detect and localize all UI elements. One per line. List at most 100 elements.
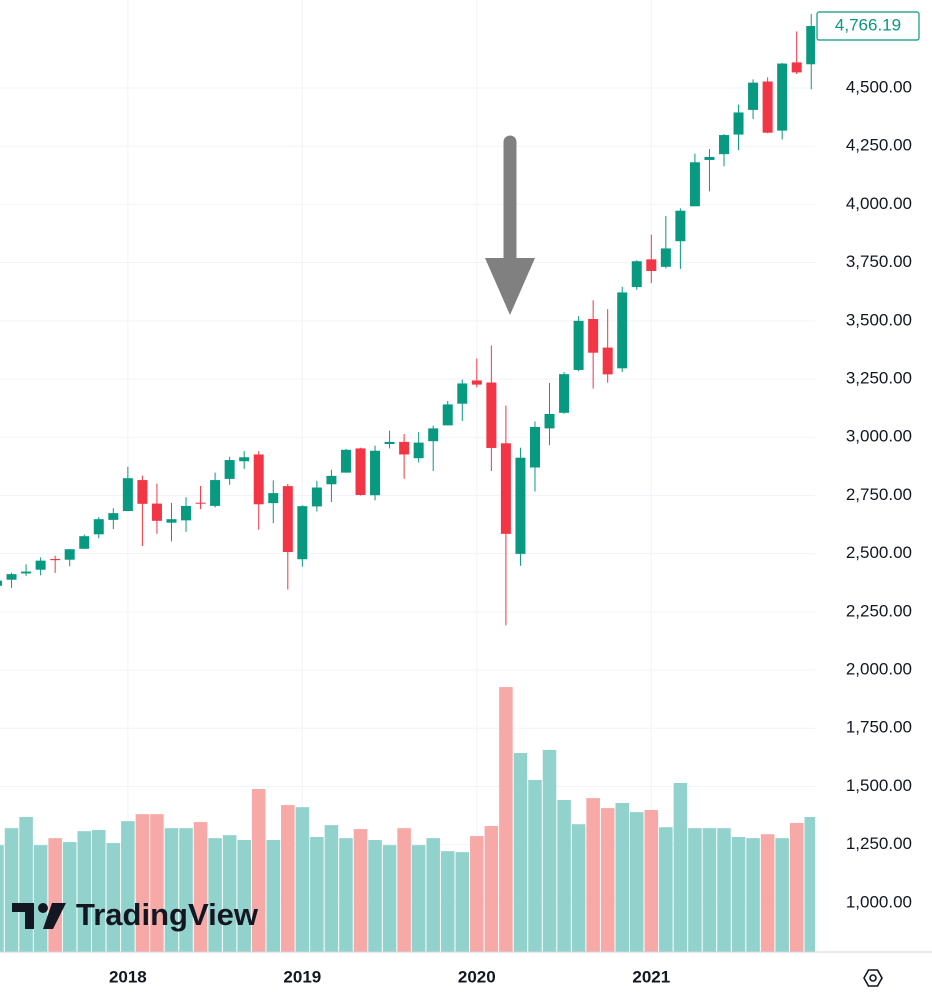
- candle-body: [370, 450, 381, 496]
- candle-body: [559, 374, 570, 413]
- x-tick-label: 2020: [458, 967, 496, 986]
- volume-bar: [0, 845, 4, 952]
- volume-bar: [731, 836, 746, 952]
- volume-bar: [397, 828, 411, 952]
- y-tick-label: 3,500.00: [846, 310, 912, 329]
- candle: [181, 497, 192, 532]
- candle-body: [588, 318, 599, 353]
- volume-bar: [775, 838, 789, 952]
- settings-icon[interactable]: [863, 969, 883, 987]
- x-tick-label: 2021: [632, 967, 670, 986]
- volume-bar: [557, 799, 571, 952]
- candle: [282, 483, 293, 590]
- volume-bar: [629, 812, 644, 952]
- candle-body: [631, 261, 642, 288]
- candle-body: [733, 112, 744, 135]
- volume-layer: [0, 687, 815, 952]
- candle-body: [384, 441, 395, 444]
- y-tick-label: 1,250.00: [846, 834, 912, 853]
- volume-bar: [615, 802, 629, 952]
- candle-body: [689, 162, 700, 207]
- candle: [500, 405, 511, 626]
- candle: [777, 62, 788, 140]
- y-tick-label: 1,000.00: [846, 892, 912, 911]
- candle-body: [282, 486, 293, 553]
- candle: [791, 31, 802, 75]
- volume-bar: [542, 749, 557, 952]
- volume-bar: [48, 838, 62, 952]
- y-tick-label: 4,500.00: [846, 77, 912, 96]
- candle: [704, 149, 715, 192]
- y-tick-label: 3,000.00: [846, 427, 912, 446]
- volume-bar: [4, 828, 19, 952]
- candle: [544, 382, 555, 446]
- candle: [631, 260, 642, 290]
- candle-body: [529, 426, 540, 468]
- volume-bar: [106, 843, 121, 952]
- volume-bar: [237, 840, 251, 952]
- candle-body: [166, 519, 177, 523]
- candle: [675, 208, 686, 269]
- candle: [108, 508, 119, 530]
- candle: [297, 505, 308, 567]
- last-price-label: 4,766.19: [835, 16, 901, 35]
- volume-bar: [382, 845, 397, 952]
- candle-body: [21, 571, 32, 574]
- candle-body: [544, 413, 555, 429]
- volume-bar: [368, 840, 382, 952]
- candle: [137, 475, 148, 546]
- candle: [486, 345, 497, 471]
- candle: [239, 450, 250, 469]
- candle: [268, 480, 279, 524]
- candle: [617, 286, 628, 373]
- candle-body: [660, 248, 671, 267]
- annotation-arrow: [485, 135, 535, 315]
- candle-body: [35, 560, 46, 570]
- candle-body: [297, 506, 308, 560]
- candle-body: [253, 454, 264, 505]
- watermark: TradingView: [76, 897, 259, 932]
- volume-bar: [353, 829, 368, 952]
- candle-body: [442, 404, 453, 426]
- candle: [689, 153, 700, 207]
- candle-body: [326, 475, 337, 485]
- volume-bar: [179, 828, 193, 952]
- candle: [93, 517, 104, 539]
- volume-bar: [77, 831, 92, 952]
- volume-bar: [62, 842, 77, 952]
- candle: [559, 372, 570, 414]
- candle-layer: [0, 13, 815, 626]
- candle-body: [675, 210, 686, 242]
- candle-body: [777, 63, 788, 131]
- candle-body: [428, 428, 439, 442]
- candle-body: [340, 449, 351, 473]
- candle: [50, 555, 61, 573]
- y-tick-label: 4,000.00: [846, 194, 912, 213]
- candle-body: [573, 320, 584, 370]
- candle: [515, 447, 526, 566]
- candle: [0, 580, 2, 586]
- volume-bar: [33, 845, 48, 952]
- candle-body: [617, 292, 628, 369]
- volume-bar: [513, 752, 528, 952]
- candle: [719, 134, 729, 167]
- grid: [0, 0, 815, 952]
- volume-bar: [702, 828, 717, 952]
- candle: [384, 430, 395, 449]
- volume-bar: [760, 834, 775, 952]
- candle: [399, 433, 410, 479]
- candle: [151, 483, 162, 534]
- candle: [340, 448, 351, 473]
- volume-bar: [673, 782, 688, 952]
- candle-body: [79, 536, 90, 549]
- volume-bar: [411, 845, 426, 952]
- candle-body: [239, 457, 250, 462]
- candle: [6, 572, 17, 588]
- candle-body: [355, 448, 366, 495]
- candle-body: [311, 487, 322, 507]
- volume-bar: [310, 836, 324, 952]
- candle-body: [791, 62, 802, 73]
- volume-bar: [484, 826, 499, 952]
- candle-body: [471, 380, 482, 385]
- candle: [79, 534, 90, 549]
